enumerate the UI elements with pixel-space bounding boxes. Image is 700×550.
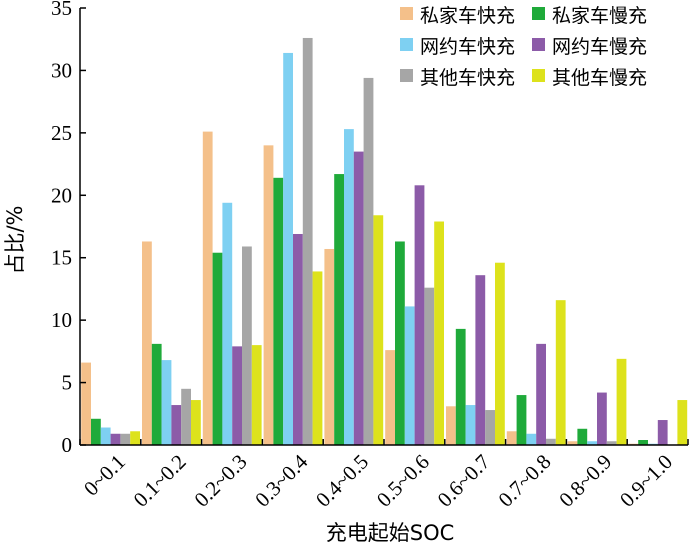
bar bbox=[293, 233, 303, 445]
y-tick-label: 0 bbox=[62, 433, 73, 457]
legend-swatch bbox=[532, 38, 545, 51]
x-axis-title: 充电起始SOC bbox=[326, 521, 455, 545]
bar bbox=[302, 37, 313, 445]
legend-swatch bbox=[400, 7, 413, 20]
bar bbox=[251, 345, 262, 445]
y-tick-label: 35 bbox=[51, 0, 72, 20]
bar bbox=[91, 418, 101, 445]
bar bbox=[395, 241, 405, 445]
bar bbox=[151, 343, 162, 445]
y-tick-label: 20 bbox=[51, 183, 72, 207]
bar bbox=[536, 343, 546, 445]
legend-label: 私家车慢充 bbox=[552, 5, 647, 27]
y-tick-label: 30 bbox=[51, 58, 72, 82]
y-tick-label: 15 bbox=[51, 246, 72, 270]
y-tick-label: 5 bbox=[62, 371, 73, 395]
x-tick-label: 0~0.1 bbox=[79, 450, 130, 501]
bar bbox=[212, 252, 223, 445]
bar bbox=[555, 300, 566, 445]
bar bbox=[312, 271, 323, 445]
bar bbox=[516, 395, 527, 445]
bar bbox=[424, 287, 435, 445]
bar bbox=[446, 406, 456, 445]
bar bbox=[181, 388, 191, 445]
bar bbox=[567, 441, 578, 445]
bar bbox=[587, 441, 597, 445]
bar bbox=[142, 241, 152, 445]
x-tick-label: 0.6~0.7 bbox=[433, 450, 495, 512]
bar bbox=[191, 400, 201, 445]
bar bbox=[485, 410, 495, 445]
bar bbox=[363, 77, 374, 446]
bar bbox=[334, 174, 344, 445]
bar bbox=[506, 431, 517, 445]
bar bbox=[232, 346, 242, 445]
legend-label: 网约车快充 bbox=[420, 36, 515, 58]
bar bbox=[263, 145, 274, 445]
bar bbox=[414, 185, 425, 446]
bar bbox=[638, 440, 648, 445]
bar bbox=[100, 427, 111, 445]
bar bbox=[353, 151, 364, 445]
bar bbox=[273, 177, 284, 445]
x-tick-label: 0.8~0.9 bbox=[554, 450, 616, 512]
bar bbox=[161, 360, 172, 445]
bar bbox=[324, 248, 335, 445]
bar bbox=[606, 441, 617, 445]
bar bbox=[577, 428, 588, 445]
x-tick-label: 0.3~0.4 bbox=[250, 449, 312, 511]
bar bbox=[597, 392, 607, 445]
x-axis: 0~0.10.1~0.20.2~0.30.3~0.40.4~0.50.5~0.6… bbox=[79, 439, 689, 512]
legend-swatch bbox=[400, 69, 413, 82]
bar bbox=[616, 358, 627, 445]
bar bbox=[110, 433, 121, 445]
bar bbox=[373, 215, 384, 445]
bar bbox=[130, 431, 140, 445]
y-axis-title: 占比/% bbox=[3, 205, 27, 274]
x-tick-label: 0.7~0.8 bbox=[493, 450, 555, 512]
bar bbox=[657, 420, 668, 445]
bar bbox=[344, 129, 354, 446]
y-tick-label: 25 bbox=[51, 121, 72, 145]
bar bbox=[546, 438, 556, 445]
bar bbox=[283, 52, 293, 445]
y-tick-label: 10 bbox=[51, 308, 72, 332]
x-tick-label: 0.5~0.6 bbox=[372, 450, 434, 512]
legend-label: 其他车快充 bbox=[420, 67, 515, 89]
x-tick-label: 0.9~1.0 bbox=[615, 450, 677, 512]
bars-group bbox=[81, 37, 688, 446]
bar bbox=[677, 400, 688, 445]
bar bbox=[81, 362, 91, 445]
bar bbox=[242, 246, 252, 445]
bar bbox=[526, 433, 537, 445]
bar bbox=[404, 306, 415, 445]
bar bbox=[465, 405, 476, 445]
legend-label: 网约车慢充 bbox=[552, 36, 647, 58]
bar bbox=[495, 262, 505, 445]
y-axis: 0 5 10 15 20 25 30 35 bbox=[51, 0, 86, 457]
legend-swatch bbox=[400, 38, 413, 51]
legend-swatch bbox=[532, 69, 545, 82]
bar bbox=[455, 328, 466, 445]
x-tick-label: 0.4~0.5 bbox=[311, 450, 373, 512]
bar bbox=[475, 275, 486, 445]
bar bbox=[385, 350, 395, 445]
legend-label: 其他车慢充 bbox=[552, 67, 647, 89]
bar bbox=[202, 131, 213, 446]
bar bbox=[120, 433, 131, 445]
legend-label: 私家车快充 bbox=[420, 5, 515, 27]
x-tick-label: 0.2~0.3 bbox=[189, 450, 251, 512]
legend-swatch bbox=[532, 7, 545, 20]
bar bbox=[434, 221, 444, 445]
bar bbox=[222, 202, 233, 445]
bar bbox=[171, 405, 182, 445]
x-tick-label: 0.1~0.2 bbox=[129, 450, 191, 512]
